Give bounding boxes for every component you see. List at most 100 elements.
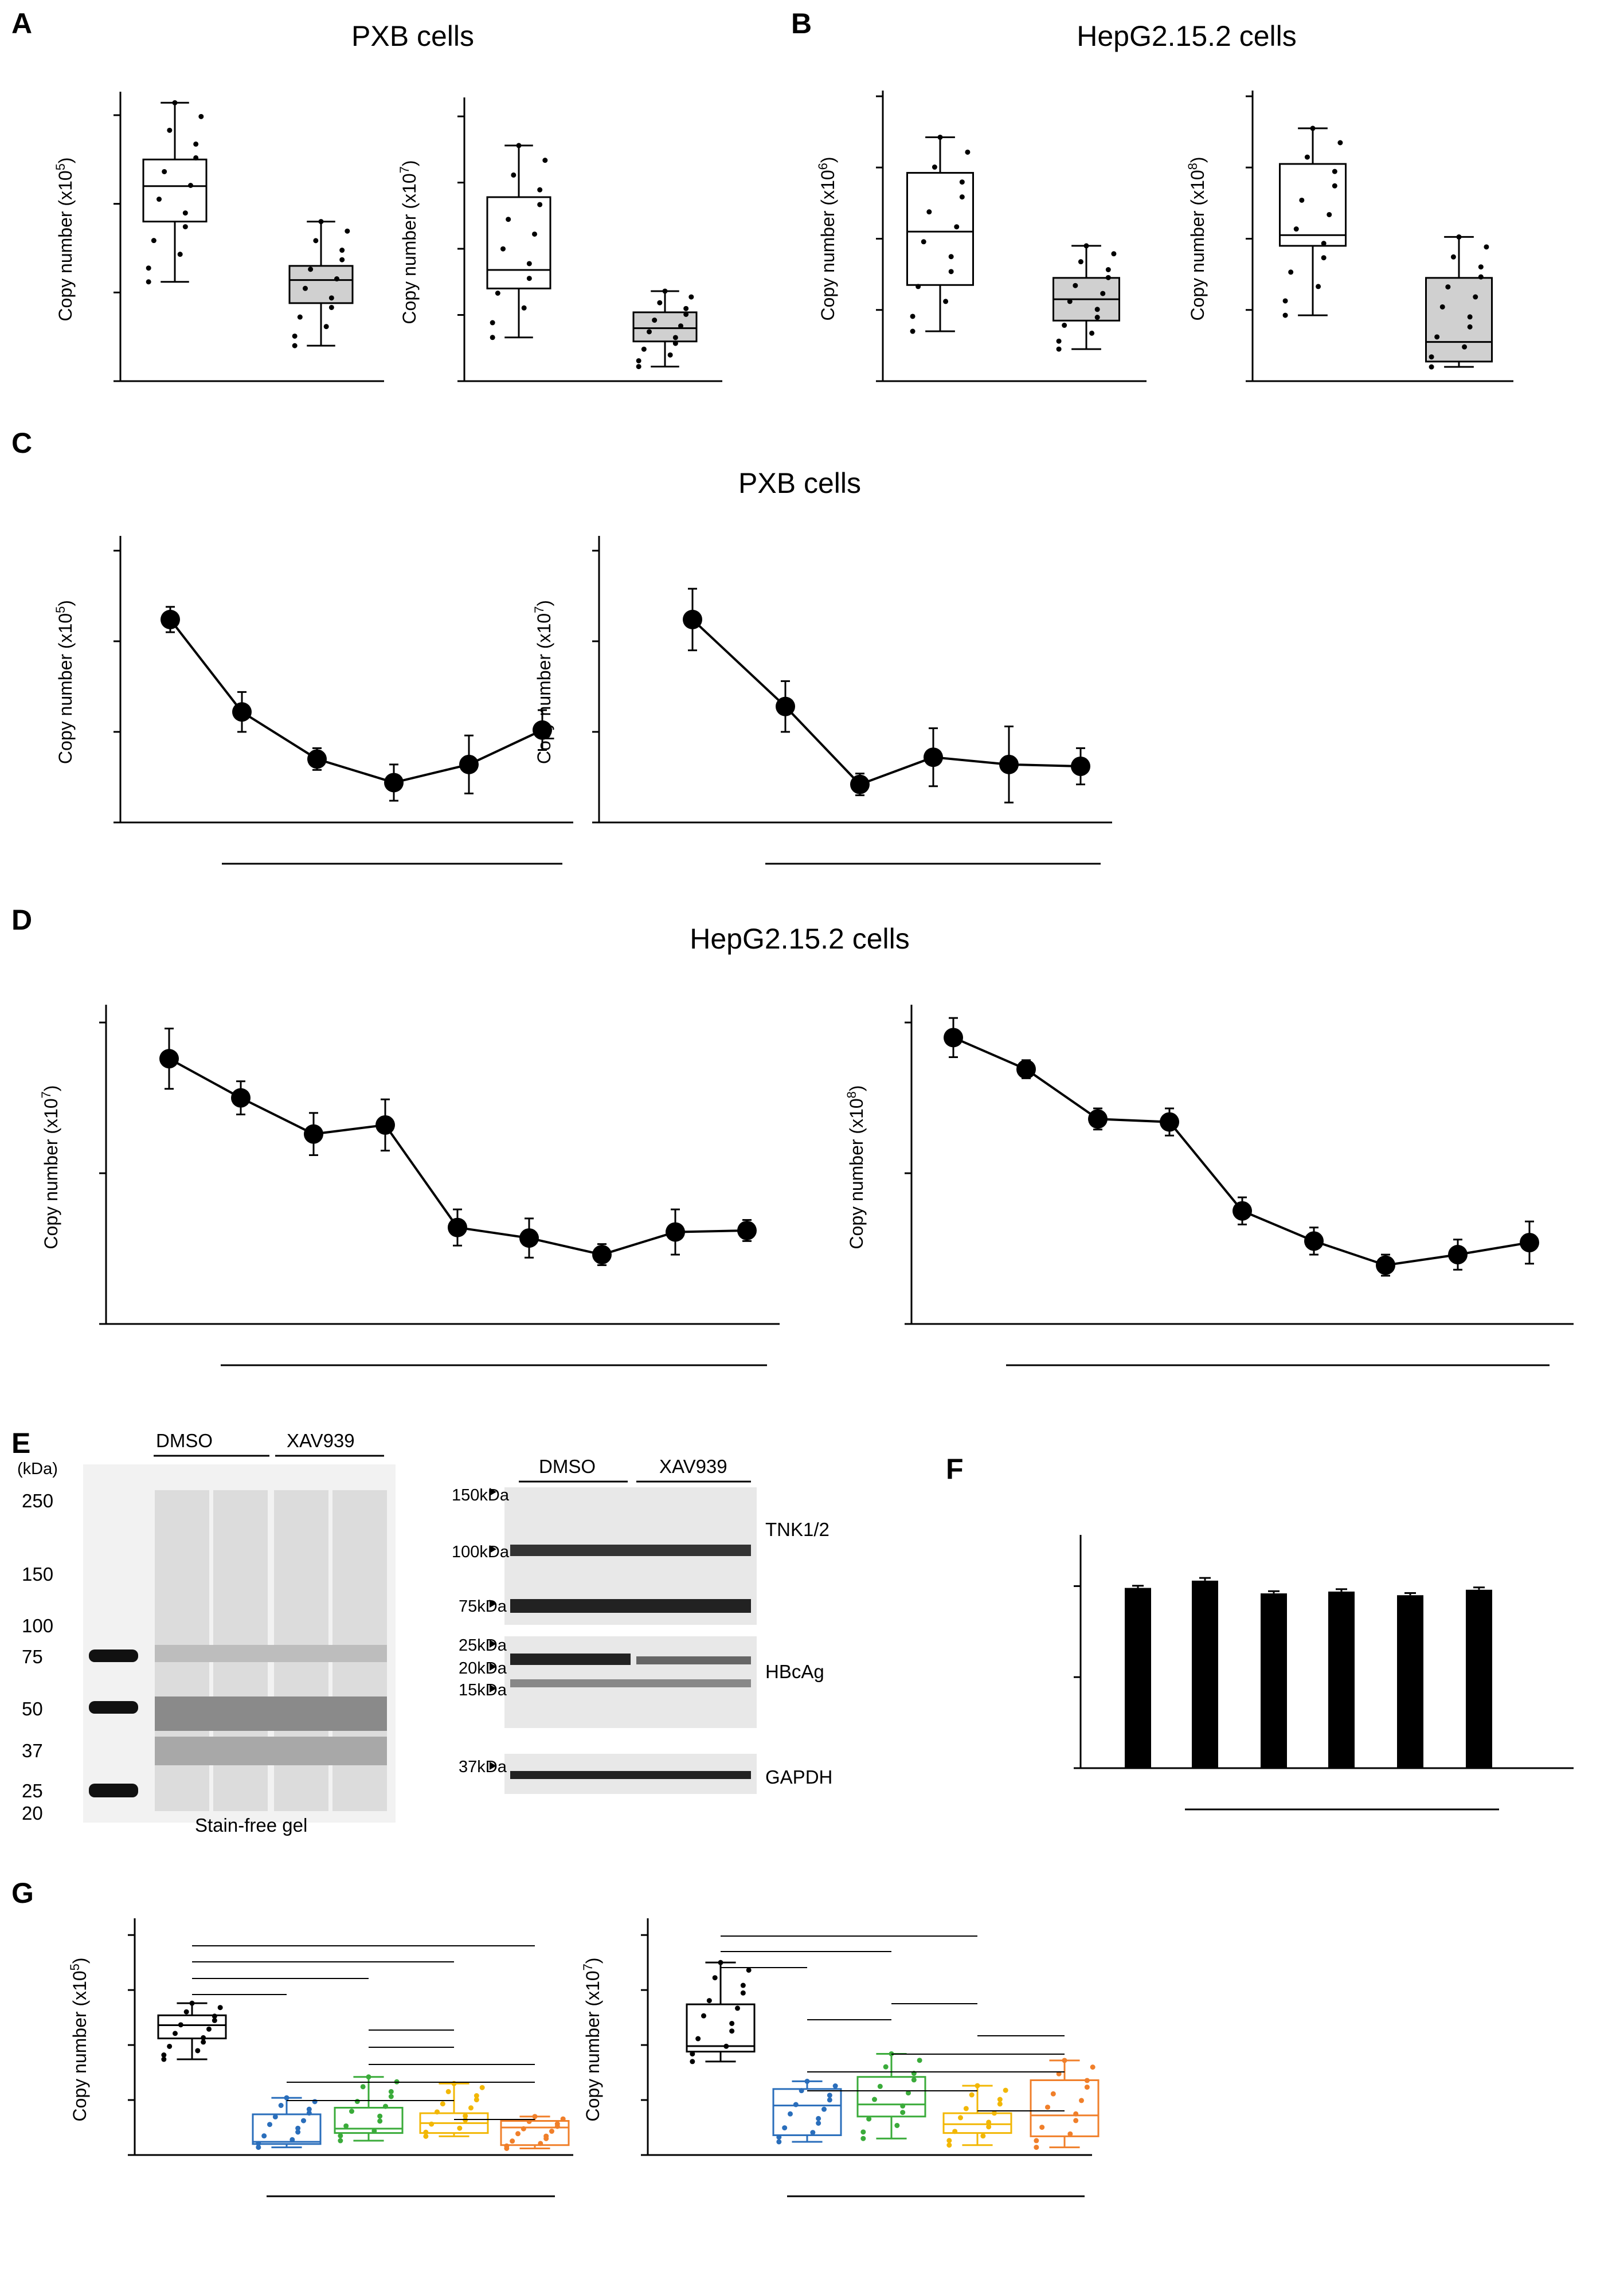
wb-tnk-band-lower — [510, 1599, 751, 1613]
g2-point — [816, 2115, 821, 2121]
c1-point-0.01 — [232, 702, 252, 722]
g2-point — [706, 1998, 712, 2004]
g2-point — [788, 2111, 793, 2117]
g1-point — [521, 2126, 526, 2132]
g1-point — [463, 2117, 468, 2123]
wb-marker-100: 100kDa — [452, 1543, 510, 1561]
b2-point — [1304, 154, 1310, 160]
g2-point — [860, 2129, 866, 2135]
b1-point — [954, 224, 960, 230]
b2-point — [1434, 334, 1440, 340]
b1-point — [1094, 315, 1100, 320]
b1-point — [1111, 251, 1117, 257]
group-title-b: HepG2.15.2 cells — [1077, 20, 1297, 52]
a2-point — [537, 187, 543, 193]
b2-point — [1337, 140, 1343, 146]
wb-target-gapdh: GAPDH — [765, 1766, 832, 1788]
b1-point — [1105, 267, 1111, 273]
g2-point — [917, 2058, 922, 2063]
g2-point — [776, 2134, 782, 2140]
g2-point — [690, 2051, 695, 2057]
g1-point — [201, 2035, 206, 2040]
a1-point — [167, 127, 173, 133]
wb-tnk-band-upper — [510, 1545, 751, 1556]
f-bar-mn64 — [1397, 1595, 1423, 1768]
d2-point-30 — [1448, 1245, 1468, 1265]
g1-point — [538, 2141, 543, 2146]
a2-point — [683, 311, 689, 317]
g2-box-jw55 — [856, 2076, 926, 2118]
g2-point — [816, 2120, 821, 2126]
b2-point — [1467, 314, 1473, 320]
g2-point — [782, 2125, 788, 2131]
b1-point — [1100, 291, 1106, 296]
wb-target-hbcag: HBcAg — [765, 1661, 824, 1682]
a2-point — [532, 231, 537, 237]
a2-point — [678, 323, 683, 329]
g2-point — [986, 2124, 992, 2130]
g2-box-dmso — [686, 2003, 756, 2053]
g1-point — [463, 2113, 468, 2119]
a1-point — [177, 252, 183, 257]
d2-point-100 — [1520, 1232, 1539, 1252]
g2-point — [793, 2102, 799, 2107]
b1-point — [948, 269, 954, 275]
g2-point — [1056, 2071, 1062, 2076]
g2-point — [911, 2077, 917, 2083]
panel-label-d: D — [11, 904, 32, 936]
g2-point — [776, 2139, 782, 2145]
c2-point-10 — [999, 754, 1019, 774]
charts-layer: Copy number (x105) Copy number (x107) Copy… — [39, 91, 1574, 2197]
panel-label-e: E — [11, 1427, 30, 1459]
b1-point — [915, 284, 921, 289]
f-bar-dmso — [1125, 1588, 1151, 1768]
b2-point — [1282, 312, 1288, 318]
g1-point — [560, 2116, 566, 2122]
ladder-20: 20 — [22, 1803, 43, 1824]
b2-point — [1332, 183, 1337, 189]
a2-point — [672, 340, 678, 346]
g2-point — [946, 2138, 952, 2144]
a1-point — [151, 238, 156, 244]
a2-point — [516, 143, 522, 148]
b2-point — [1282, 298, 1288, 304]
g2-point — [1073, 2111, 1079, 2117]
a2-point — [636, 364, 641, 370]
b1-point — [910, 314, 915, 319]
g1-point — [349, 2109, 354, 2114]
wb-marker-arrows — [490, 1488, 496, 1770]
g1-point — [272, 2114, 278, 2119]
a2-point — [636, 358, 641, 363]
b1-point — [948, 254, 954, 260]
g2-point — [969, 2092, 975, 2098]
c1-ylabel: Copy number (x105) — [53, 600, 76, 764]
panel-label-a: A — [11, 7, 32, 40]
wb-marker-20: 20kDa — [459, 1659, 507, 1678]
c2-point-0.01 — [776, 696, 795, 716]
ladder-37: 37 — [22, 1740, 43, 1761]
a1-point — [328, 304, 334, 310]
b2-point — [1450, 254, 1456, 260]
a2-point — [647, 329, 652, 335]
a2-point — [495, 291, 500, 296]
g1-point — [212, 2017, 217, 2023]
g1-point — [178, 2022, 183, 2028]
b1-point — [959, 194, 965, 200]
a2-point — [526, 276, 532, 281]
b1-point — [937, 134, 943, 140]
wb-marker-15: 15kDa — [459, 1681, 507, 1699]
g2-point — [718, 1960, 723, 1965]
a1-point — [193, 155, 199, 160]
g1-point — [366, 2074, 371, 2080]
d1-point-dmso — [159, 1049, 179, 1069]
g2-point — [986, 2119, 992, 2125]
g2-point — [729, 2028, 735, 2034]
g2-point — [1050, 2091, 1056, 2097]
a1-point — [334, 276, 339, 282]
a1-point — [339, 257, 345, 262]
g1-point — [504, 2143, 510, 2149]
b1-point — [932, 164, 937, 170]
b2-box-xav939 — [1425, 277, 1493, 363]
a2-box-dmso — [486, 196, 551, 289]
g2-point — [992, 2110, 997, 2116]
